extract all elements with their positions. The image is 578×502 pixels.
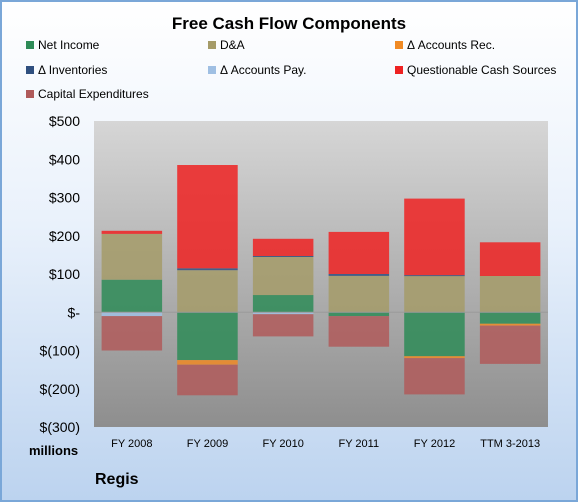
bar-segment — [101, 233, 163, 280]
bar-segment — [328, 316, 390, 347]
x-tick-label: FY 2010 — [263, 438, 304, 450]
company-name: Regis — [95, 471, 139, 488]
bar-segment — [101, 230, 163, 234]
legend-swatch-capital-expenditures — [26, 90, 34, 98]
y-tick-label: $(100) — [40, 343, 80, 359]
legend-net-income: Net Income — [26, 38, 99, 52]
x-tick-label: FY 2011 — [339, 438, 380, 450]
legend-label: Δ Accounts Pay. — [220, 63, 307, 77]
bar-segment — [101, 316, 163, 351]
legend-accounts-pay: Δ Accounts Pay. — [208, 63, 307, 77]
x-tick-label: FY 2012 — [414, 438, 455, 450]
bar-segment — [479, 275, 541, 313]
bar-segment — [252, 295, 314, 313]
bar-segment — [101, 312, 163, 317]
legend-label: Δ Inventories — [38, 63, 108, 77]
bar-segment — [177, 364, 238, 396]
legend-label: Questionable Cash Sources — [407, 63, 557, 77]
legend-inventories: Δ Inventories — [26, 63, 107, 77]
legend-label: Net Income — [38, 38, 100, 52]
bar-segment — [404, 275, 465, 277]
bar-segment — [479, 325, 541, 364]
bar-segment — [328, 231, 390, 274]
bar-segment — [252, 312, 314, 315]
legend-accounts-rec: Δ Accounts Rec. — [395, 38, 495, 52]
bar-segment — [479, 323, 541, 326]
y-tick-label: $(300) — [40, 419, 80, 435]
legend-swatch-questionable-cash — [395, 66, 403, 74]
bar-segment — [479, 242, 541, 276]
y-tick-label: $400 — [49, 151, 80, 167]
bar-segment — [404, 358, 465, 395]
legend-questionable-cash: Questionable Cash Sources — [395, 63, 556, 77]
legend-label: Δ Accounts Rec. — [407, 38, 496, 52]
legend-swatch-accounts-rec — [395, 41, 403, 49]
bar-segment — [177, 312, 238, 361]
bar-segment — [328, 275, 390, 313]
bar-segment — [252, 256, 314, 257]
bar-segment — [404, 312, 465, 357]
bar-segment — [479, 312, 541, 324]
x-tick-label: FY 2008 — [111, 438, 152, 450]
x-tick-label: TTM 3-2013 — [480, 438, 540, 450]
bar-segment — [177, 268, 238, 271]
bar-segment — [177, 165, 238, 269]
legend-label: D&A — [220, 38, 245, 52]
y-tick-label: $(200) — [40, 381, 80, 397]
bar-segment — [177, 270, 238, 313]
y-tick-label: $200 — [49, 228, 80, 244]
legend-label: Capital Expenditures — [38, 87, 149, 101]
legend-swatch-da — [208, 41, 216, 49]
legend-swatch-inventories — [26, 66, 34, 74]
legend-swatch-accounts-pay — [208, 66, 216, 74]
bar-segment — [404, 198, 465, 276]
x-tick-label: FY 2009 — [187, 438, 228, 450]
plot-area — [94, 121, 548, 427]
bar-segment — [252, 238, 314, 256]
legend-da: D&A — [208, 38, 245, 52]
bar-segment — [177, 360, 238, 365]
bar-segment — [252, 314, 314, 337]
legend-capital-expenditures: Capital Expenditures — [26, 87, 149, 101]
y-tick-label: $100 — [49, 266, 80, 282]
legend-swatch-net-income — [26, 41, 34, 49]
chart-title: Free Cash Flow Components — [171, 14, 407, 33]
bar-segment — [404, 356, 465, 359]
bar-segment — [101, 279, 163, 313]
bar-segment — [252, 256, 314, 296]
bar-segment — [328, 274, 390, 276]
y-tick-label: $300 — [49, 190, 80, 206]
y-tick-label: $- — [68, 304, 81, 320]
units-label: millions — [29, 443, 79, 458]
bar-segment — [328, 312, 390, 317]
y-tick-label: $500 — [49, 113, 80, 129]
bar-segment — [404, 275, 465, 313]
